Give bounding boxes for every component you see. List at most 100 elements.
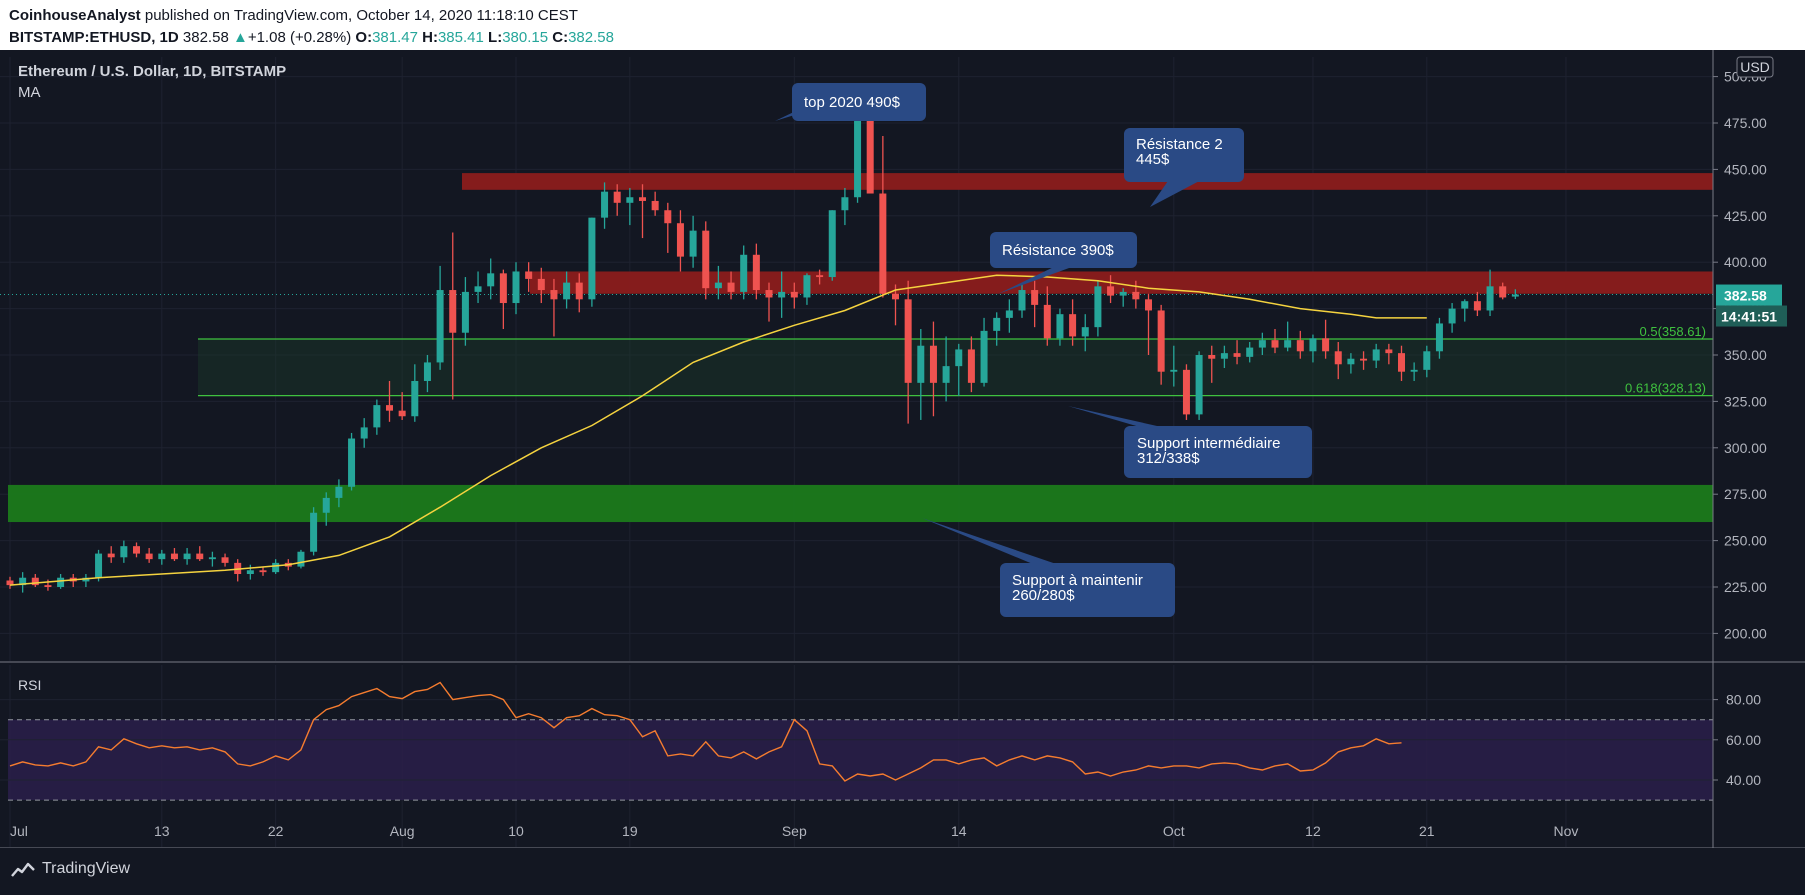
candle-body [550,290,558,300]
candle-body [651,200,659,211]
chart-canvas[interactable]: 0.5(358.61) 0.618(328.13) top 2020 490$ Ré… [0,50,1805,848]
candle [1132,280,1140,309]
candle [436,265,444,370]
annotation-callout[interactable]: Résistance 390$ [990,232,1137,294]
candle [1157,304,1165,385]
candle [348,432,356,491]
candle-body [765,290,773,298]
candle [120,540,128,563]
candle-body [613,191,621,203]
candle-body [183,553,191,560]
candle-body [1372,349,1380,361]
candle [461,277,469,346]
candle-body [449,290,457,333]
candle [297,549,305,569]
price-tick-label: 200.00 [1724,625,1767,641]
candle-body [272,562,280,573]
candle-body [499,273,507,304]
tradingview-brand[interactable]: TradingView [42,860,131,877]
indicator-label[interactable]: MA [18,84,41,101]
candle-body [664,210,672,224]
candle-body [461,291,469,333]
candle [1094,280,1102,337]
time-tick-label: 13 [154,823,170,839]
candle-body [246,570,254,575]
candle [1119,288,1127,307]
candle-body [19,577,27,586]
candle-body [1347,358,1355,365]
candle [158,549,166,565]
callout-box [1124,426,1312,478]
rsi-axis[interactable]: 40.00 60.00 80.00 [1713,692,1761,788]
candle-body [1410,369,1418,372]
candle [487,258,495,300]
candle [1182,364,1190,420]
candle [1334,342,1342,380]
rsi-tick-label: 60.00 [1726,732,1761,748]
countdown-badge [1716,305,1787,327]
candle-body [1132,291,1140,300]
symbol-label: BITSTAMP:ETHUSD, 1D [9,29,179,46]
candle [1284,321,1292,352]
rsi-pane-label[interactable]: RSI [18,677,41,693]
candle-body [1258,340,1266,348]
candle [626,187,634,226]
candle [411,364,419,422]
price-tick-label: 400.00 [1724,254,1767,270]
candle-body [714,282,722,289]
price-axis[interactable]: 200.00 225.00 250.00 275.00 300.00 325.00 350.… [1713,56,1787,641]
candle [803,273,811,305]
candle-body [816,275,824,278]
time-axis[interactable]: Jul 13 22 Aug 10 19 Sep 14 Oct 12 21 Nov [10,823,1578,839]
price-tick-label: 350.00 [1724,347,1767,363]
rsi-tick-label: 40.00 [1726,772,1761,788]
candle [1271,329,1279,354]
annotation-callout[interactable]: top 2020 490$ [775,83,926,121]
last-price-badge-text: 382.58 [1724,288,1767,304]
candle-body [145,553,153,560]
candle-body [1195,355,1203,415]
chart-frame [0,50,1805,848]
candle-body [1145,299,1152,311]
candle [601,182,609,229]
candle-body [1499,286,1507,298]
price-tick-label: 450.00 [1724,161,1767,177]
candle-body [1461,301,1469,309]
time-tick-label: Aug [390,823,415,839]
candle [1170,345,1178,387]
candle-body [917,345,925,383]
pane-title: Ethereum / U.S. Dollar, 1D, BITSTAMP [18,63,286,80]
callout-text: Résistance 390$ [1002,242,1114,259]
candle [272,559,280,575]
candle [398,392,406,420]
candle-body [1208,355,1216,359]
resistance-zone [462,173,1713,190]
candle [310,507,318,556]
candle-body [31,577,39,586]
price-tick-label: 300.00 [1724,440,1767,456]
candle [133,542,140,558]
author-name[interactable]: CoinhouseAnalyst [9,7,141,24]
candle [1043,286,1051,346]
candle-body [57,577,65,587]
support-zone [8,484,1713,523]
candle [929,321,937,417]
candle [259,566,267,576]
candle-body [1309,338,1317,352]
candle-body [133,546,140,554]
candle-body [879,193,887,294]
moving-average-line [9,274,1427,586]
time-tick-label: 10 [508,823,524,839]
candle-body [525,271,533,279]
candle-body [980,330,988,383]
candle-body [702,230,710,289]
rsi-series [9,681,1402,782]
candle-body [423,362,431,381]
candle-body [44,585,52,587]
candle-body [360,427,368,439]
candle [335,479,343,508]
